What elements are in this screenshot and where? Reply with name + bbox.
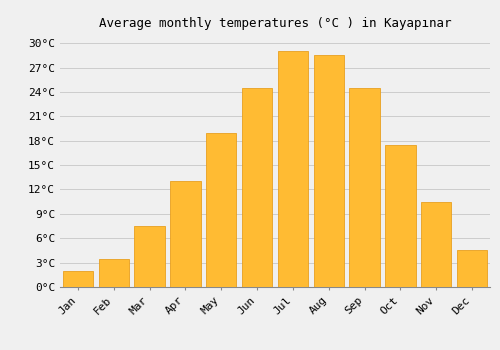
Bar bbox=[421, 202, 452, 287]
Bar bbox=[242, 88, 272, 287]
Bar bbox=[278, 51, 308, 287]
Bar bbox=[206, 133, 236, 287]
Bar bbox=[314, 55, 344, 287]
Bar bbox=[134, 226, 165, 287]
Bar bbox=[457, 250, 488, 287]
Bar bbox=[385, 145, 416, 287]
Bar bbox=[98, 259, 129, 287]
Bar bbox=[170, 181, 200, 287]
Title: Average monthly temperatures (°C ) in Kayapınar: Average monthly temperatures (°C ) in Ka… bbox=[99, 17, 451, 30]
Bar bbox=[350, 88, 380, 287]
Bar bbox=[62, 271, 93, 287]
